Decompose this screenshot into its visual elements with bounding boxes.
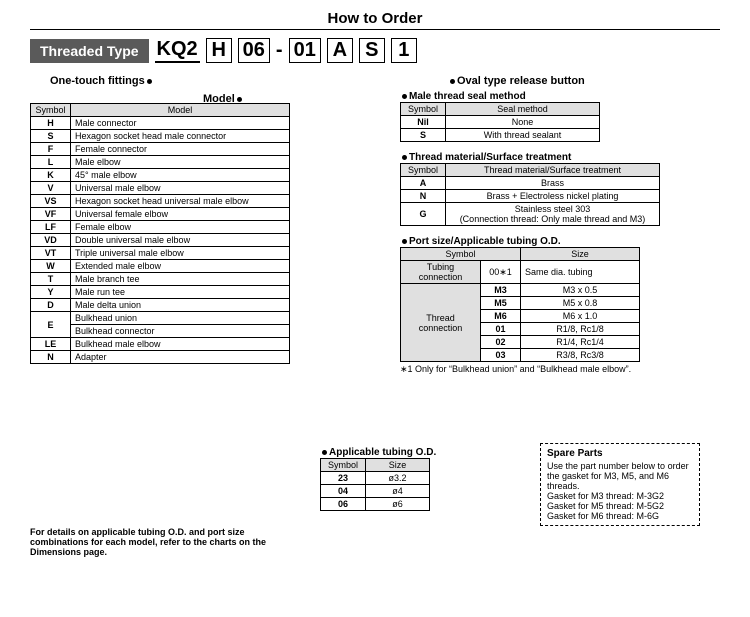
type-label: Threaded Type — [30, 39, 149, 63]
table-row: EBulkhead union — [31, 312, 290, 325]
table-row: VFUniversal female elbow — [31, 208, 290, 221]
callout-oval: Oval type release button — [448, 75, 585, 87]
pn-seg-3: 01 — [289, 38, 321, 63]
material-label: Thread material/Surface treatment — [409, 152, 571, 163]
pn-seg-5: S — [359, 38, 385, 63]
seal-label: Male thread seal method — [409, 91, 526, 102]
table-row: Thread connectionM3M3 x 0.5 — [401, 284, 640, 297]
table-row: LEBulkhead male elbow — [31, 338, 290, 351]
spare-parts-box: Spare Parts Use the part number below to… — [540, 443, 700, 526]
callout-fittings: One-touch fittings — [50, 75, 154, 87]
material-table: SymbolThread material/Surface treatment … — [400, 163, 660, 226]
port-label: Port size/Applicable tubing O.D. — [409, 236, 561, 247]
table-row: SWith thread sealant — [401, 129, 600, 142]
table-row: HMale connector — [31, 117, 290, 130]
table-row: NilNone — [401, 116, 600, 129]
table-row: NAdapter — [31, 351, 290, 364]
page-title: How to Order — [30, 10, 720, 30]
port-footnote: ∗1 Only for “Bulkhead union” and “Bulkhe… — [400, 364, 720, 375]
table-row: TMale branch tee — [31, 273, 290, 286]
table-row: ABrass — [401, 177, 660, 190]
pn-seg-6: 1 — [391, 38, 417, 63]
seal-table: SymbolSeal method NilNoneSWith thread se… — [400, 102, 600, 142]
table-row: 23ø3.2 — [321, 472, 430, 485]
table-row: NBrass + Electroless nickel plating — [401, 190, 660, 203]
table-row: LMale elbow — [31, 156, 290, 169]
table-row: VUniversal male elbow — [31, 182, 290, 195]
table-row: VTTriple universal male elbow — [31, 247, 290, 260]
spare-part-line: Gasket for M3 thread: M-3G2 — [547, 491, 693, 501]
table-row: SHexagon socket head male connector — [31, 130, 290, 143]
spare-part-line: Gasket for M6 thread: M-6G — [547, 511, 693, 521]
table-row: VDDouble universal male elbow — [31, 234, 290, 247]
table-row: K45° male elbow — [31, 169, 290, 182]
table-row: LFFemale elbow — [31, 221, 290, 234]
pn-dash: - — [276, 39, 283, 62]
spare-part-line: Gasket for M5 thread: M-5G2 — [547, 501, 693, 511]
table-row: FFemale connector — [31, 143, 290, 156]
tubing-label: Applicable tubing O.D. — [329, 447, 436, 458]
table-row: 06ø6 — [321, 498, 430, 511]
table-row: VSHexagon socket head universal male elb… — [31, 195, 290, 208]
pn-seg-4: A — [327, 38, 353, 63]
port-table: Symbol Size Tubing connection 00∗1 Same … — [400, 247, 640, 362]
table-row: GStainless steel 303 (Connection thread:… — [401, 203, 660, 226]
pn-seg-1: 06 — [238, 38, 270, 63]
table-row: WExtended male elbow — [31, 260, 290, 273]
bottom-note: For details on applicable tubing O.D. an… — [30, 527, 290, 557]
table-row: DMale delta union — [31, 299, 290, 312]
model-table: SymbolModel HMale connectorSHexagon sock… — [30, 103, 290, 364]
part-number-row: Threaded Type KQ2 H 06 - 01 A S 1 — [30, 38, 720, 63]
table-row: 04ø4 — [321, 485, 430, 498]
pn-seg-0: H — [206, 38, 232, 63]
table-row: YMale run tee — [31, 286, 290, 299]
pn-prefix: KQ2 — [155, 38, 200, 63]
tubing-table: SymbolSize 23ø3.204ø406ø6 — [320, 458, 430, 511]
